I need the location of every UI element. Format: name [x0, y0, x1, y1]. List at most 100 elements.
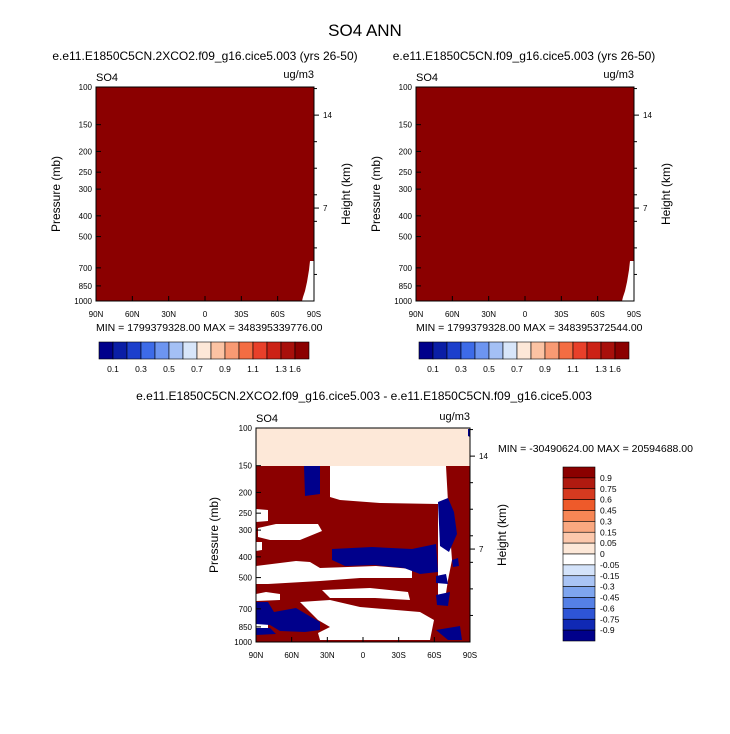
panel-difference: e.e11.E1850C5CN.2XCO2.f09_g16.cice5.003 …: [136, 389, 693, 660]
y-tick-label: 400: [79, 212, 93, 221]
colorbar-label: 1.6: [609, 364, 621, 374]
colorbar-label: 0.5: [163, 364, 175, 374]
colorbar-swatch: [586, 341, 602, 360]
panel3-neg-mid-large: [332, 544, 438, 574]
colorbar-swatch: [238, 341, 254, 360]
colorbar-swatch: [558, 341, 574, 360]
y-tick-label: 250: [399, 168, 413, 177]
panel1-ylabel-right: Height (km): [339, 163, 353, 225]
x-tick-label: 30S: [234, 310, 248, 319]
colorbar-label: 0.5: [483, 364, 495, 374]
colorbar-swatch: [562, 477, 596, 490]
panel3-hole-low-band: [322, 588, 410, 600]
y-tick-label: 250: [239, 509, 253, 518]
panel1-field-fill: [96, 87, 314, 301]
panel3-hole-mid-band: [256, 561, 412, 584]
y-tick-label: 1000: [234, 638, 252, 647]
panel3-hole-left-2: [258, 524, 322, 540]
colorbar-swatch: [126, 341, 142, 360]
panel1-colorbar: 0.1 0.3 0.5 0.7 0.9 1.1 1.3 1.6: [98, 341, 310, 374]
panel3-hole-left-1: [256, 509, 268, 522]
x-tick-label: 0: [361, 651, 366, 660]
panel3-colorbar: 0.90.750.60.450.30.150.050-0.05-0.15-0.3…: [562, 466, 620, 642]
colorbar-swatch: [168, 341, 184, 360]
panel3-neg-low-left: [256, 602, 320, 632]
colorbar-label: 0.9: [219, 364, 231, 374]
y-tick-label: 700: [239, 605, 253, 614]
y-tick-label: 200: [399, 147, 413, 156]
x-tick-label: 30S: [392, 651, 406, 660]
y-tick-label: 850: [399, 282, 413, 291]
colorbar-swatch: [562, 575, 596, 587]
colorbar-label: 0.1: [107, 364, 119, 374]
y-tick-label: 500: [239, 574, 253, 583]
colorbar-swatch: [600, 341, 616, 360]
y-tick-label: 700: [79, 264, 93, 273]
colorbar-swatch: [562, 510, 596, 522]
colorbar-swatch: [562, 597, 596, 609]
colorbar-swatch: [562, 531, 596, 544]
y-right-tick-label: 7: [323, 204, 328, 213]
y-tick-label: 300: [239, 526, 253, 535]
x-tick-label: 60N: [125, 310, 140, 319]
panel3-negative-blobs: [256, 466, 462, 640]
panel3-near-zero-holes: [256, 466, 452, 640]
panel3-neg-right-streak: [438, 498, 457, 552]
panel3-neg-right-tiny-2: [436, 592, 450, 606]
y-tick-label: 100: [239, 424, 253, 433]
colorbar-swatch: [210, 341, 226, 360]
colorbar-swatch: [224, 341, 240, 360]
panel2-stats: MIN = 1799379328.00 MAX = 348395372544.0…: [416, 322, 643, 334]
colorbar-label: -0.45: [600, 593, 620, 603]
colorbar-label: 0.05: [600, 538, 617, 548]
x-tick-label: 60S: [591, 310, 605, 319]
colorbar-label: 0.7: [191, 364, 203, 374]
colorbar-label: 0.75: [600, 484, 617, 494]
y-tick-label: 250: [79, 168, 93, 177]
y-tick-label: 150: [79, 121, 93, 130]
colorbar-swatch: [516, 341, 532, 360]
colorbar-label: 1.6: [289, 364, 301, 374]
panel3-title: e.e11.E1850C5CN.2XCO2.f09_g16.cice5.003 …: [136, 389, 592, 403]
x-tick-label: 60S: [271, 310, 285, 319]
colorbar-swatch: [562, 586, 596, 598]
colorbar-label: 1.3: [595, 364, 607, 374]
x-tick-label: 90S: [307, 310, 321, 319]
colorbar-swatch: [446, 341, 462, 360]
y-right-tick-label: 14: [643, 111, 652, 120]
y-right-tick-label: 14: [323, 111, 332, 120]
panel3-upper-band-peach: [256, 428, 470, 466]
colorbar-swatch: [614, 341, 630, 360]
colorbar-label: 0.9: [539, 364, 551, 374]
y-tick-label: 300: [399, 185, 413, 194]
colorbar-swatch: [154, 341, 170, 360]
colorbar-swatch: [488, 341, 504, 360]
colorbar-swatch: [140, 341, 156, 360]
colorbar-swatch: [562, 629, 596, 642]
panel2-units-label: ug/m3: [603, 69, 634, 81]
colorbar-swatch: [98, 341, 114, 360]
y-tick-label: 850: [79, 282, 93, 291]
panel3-field-label: SO4: [256, 413, 278, 425]
panel3-hole-low-left: [256, 592, 280, 601]
x-tick-label: 60N: [284, 651, 299, 660]
colorbar-swatch: [562, 553, 596, 566]
colorbar-label: -0.9: [600, 625, 615, 635]
y-tick-label: 400: [399, 212, 413, 221]
panel3-y-axis: 100 150 200 250 300 400 500 700 850 1000 14 7 90N 60N…: [234, 424, 488, 660]
colorbar-label: -0.3: [600, 582, 615, 592]
panel3-ylabel: Pressure (mb): [207, 497, 221, 573]
colorbar-swatch: [432, 341, 448, 360]
colorbar-swatch: [562, 521, 596, 533]
y-tick-label: 300: [79, 185, 93, 194]
colorbar-label: 0.1: [427, 364, 439, 374]
colorbar-label: 0.7: [511, 364, 523, 374]
colorbar-swatch: [562, 618, 596, 631]
panel1-field-label: SO4: [96, 72, 118, 84]
colorbar-label: -0.15: [600, 571, 620, 581]
x-tick-label: 60N: [445, 310, 460, 319]
panel2-white-corner: [622, 261, 634, 301]
x-tick-label: 30N: [320, 651, 335, 660]
panel1-stats: MIN = 1799379328.00 MAX = 348395339776.0…: [96, 322, 323, 334]
